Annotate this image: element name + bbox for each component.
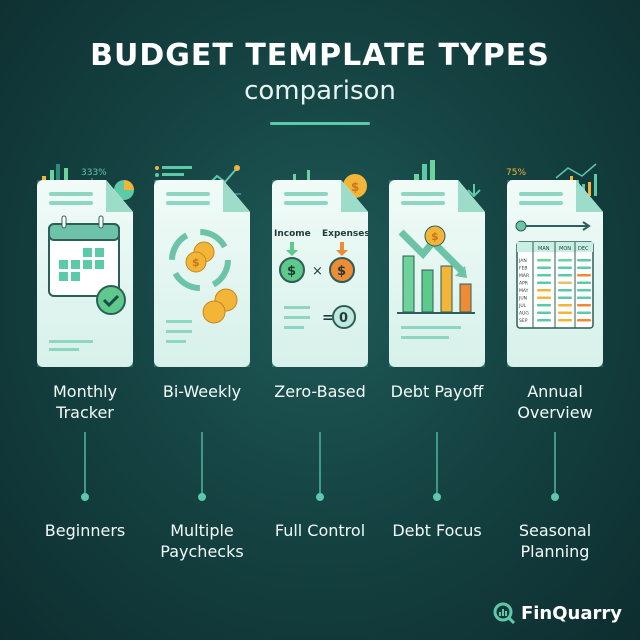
table-cell-bar [577, 319, 591, 322]
svg-text:×: × [312, 264, 323, 279]
magnifier-chart-icon [493, 602, 515, 624]
table-cell-bar [577, 274, 591, 277]
table-month: FEB [519, 266, 528, 272]
table-cell-bar [577, 259, 591, 262]
template-audience: Seasonal Planning [518, 521, 592, 561]
svg-text:=: = [322, 310, 334, 326]
table-cell-bar [537, 274, 551, 277]
table-cell-bar [558, 311, 572, 314]
table-cell-bar [537, 304, 551, 307]
page-title: BUDGET TEMPLATE TYPES [90, 38, 550, 73]
connector-dot [316, 493, 324, 501]
title-underline [270, 122, 370, 125]
table-cell-bar [558, 319, 572, 322]
table-cell-bar [577, 281, 591, 284]
connector-line [201, 432, 203, 495]
table-cell-bar [537, 311, 551, 314]
table-cell-bar [537, 289, 551, 292]
table-month: SEP [519, 318, 528, 324]
table-cell-bar [558, 289, 572, 292]
connector-dot [198, 493, 206, 501]
template-name: Debt Payoff [390, 382, 484, 401]
table-cell-bar [558, 281, 572, 284]
expenses-label: Expenses [322, 229, 368, 239]
deco-percent: 75% [506, 168, 526, 178]
table-cell-bar [558, 304, 572, 307]
svg-text:$: $ [192, 256, 200, 269]
svg-text:$: $ [287, 264, 296, 279]
connector-dot [81, 493, 89, 501]
income-expense-equation-icon: Income Expenses $ × $ = 0 [274, 192, 368, 329]
brand-name: FinQuarry [520, 602, 622, 624]
table-cell-bar [577, 289, 591, 292]
table-cell-bar [577, 311, 591, 314]
table-month: MAY [519, 288, 529, 294]
table-header: DEC [578, 246, 589, 252]
page-subtitle: comparison [244, 76, 396, 106]
declining-bars-icon: $ [397, 192, 475, 339]
connector-line [319, 432, 321, 495]
table-cell-bar [577, 296, 591, 299]
table-cell-bar [537, 319, 551, 322]
table-cell-bar [537, 266, 551, 269]
calendar-check-icon [48, 192, 126, 351]
connector-line [436, 432, 438, 495]
connector-line [554, 432, 556, 495]
connector-dot [551, 493, 559, 501]
table-month: AUG [519, 311, 529, 317]
table-month: JAN [518, 258, 527, 264]
table-header: MON [559, 246, 571, 252]
cycle-coins-icon: $ [166, 192, 238, 343]
svg-text:$: $ [351, 180, 359, 194]
table-cell-bar [558, 296, 572, 299]
table-month: JUN [518, 296, 527, 302]
table-cell-bar [537, 296, 551, 299]
template-audience: Debt Focus [392, 521, 482, 540]
svg-text:$: $ [431, 230, 439, 243]
table-month: JUL [518, 303, 527, 309]
connector-line [84, 432, 86, 495]
table-cell-bar [577, 304, 591, 307]
table-header: MAN [538, 246, 550, 252]
connector-dot [433, 493, 441, 501]
table-cell-bar [558, 274, 572, 277]
table-cell-bar [558, 266, 572, 269]
template-card[interactable] [37, 180, 133, 367]
table-cell-bar [537, 259, 551, 262]
zero-result: 0 [339, 311, 348, 326]
table-cell-bar [537, 281, 551, 284]
template-name: Annual Overview [517, 382, 593, 422]
template-name: Bi-Weekly [162, 382, 242, 401]
mini-chart-icon: 333% [42, 164, 134, 200]
template-audience: Multiple Paychecks [160, 521, 244, 561]
table-cell-bar [577, 266, 591, 269]
income-label: Income [274, 229, 311, 239]
table-month: MAR [519, 273, 529, 279]
template-audience: Full Control [274, 521, 366, 540]
brand-logo: FinQuarry [493, 602, 622, 624]
template-name: Monthly Tracker [52, 382, 118, 422]
template-name: Zero-Based [274, 382, 366, 401]
template-audience: Beginners [44, 521, 126, 540]
deco-percent: 333% [81, 168, 107, 178]
table-month: APR [519, 281, 528, 287]
table-cell-bar [558, 259, 572, 262]
svg-text:$: $ [337, 264, 346, 279]
